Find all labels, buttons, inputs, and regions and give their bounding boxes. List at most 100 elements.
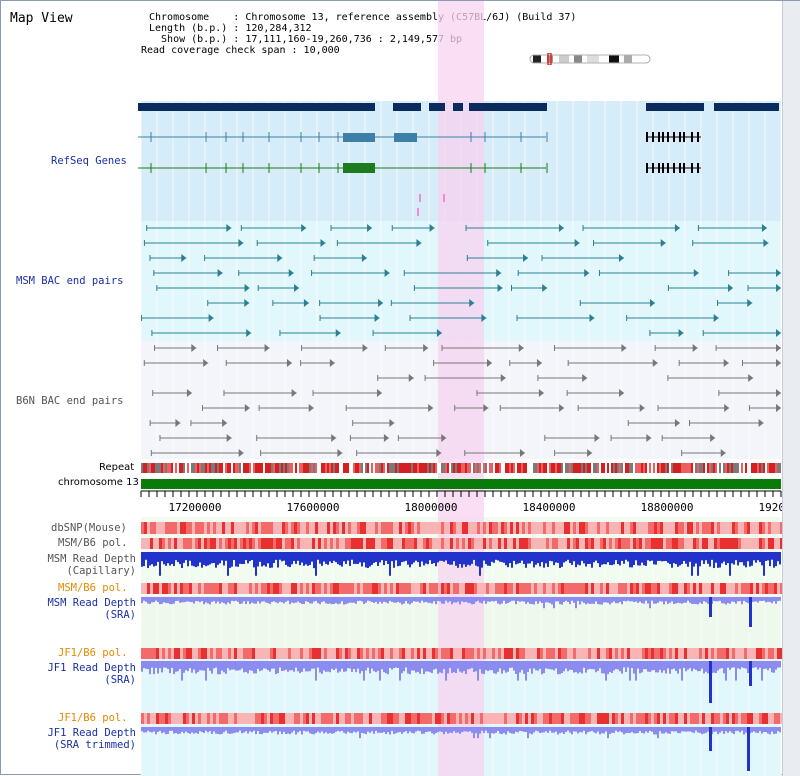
depth-bar (199, 661, 201, 671)
heat-cell (522, 713, 525, 724)
depth-bar (209, 727, 211, 732)
heat-cell (417, 522, 420, 534)
depth-bar (195, 661, 197, 674)
depth-bar (509, 727, 511, 733)
heat-cell (639, 538, 642, 549)
heat-cell (708, 538, 711, 549)
depth-bar (647, 661, 649, 672)
heat-cell (570, 713, 573, 724)
repeat-bar (525, 463, 527, 473)
depth-bar (583, 661, 585, 668)
depth-bar (613, 552, 615, 565)
depth-bar (355, 552, 357, 564)
heat-cell (351, 648, 354, 659)
depth-bar (691, 661, 693, 672)
repeat-bar (229, 463, 231, 473)
heat-cell (540, 538, 543, 549)
depth-bar (517, 597, 519, 601)
repeat-bar (651, 463, 653, 473)
repeat-bar (521, 463, 523, 473)
depth-bar (715, 661, 717, 674)
depth-bar (693, 727, 695, 733)
bac-end (674, 224, 680, 232)
heat-cell (237, 538, 240, 549)
repeat-bar (509, 463, 511, 473)
depth-bar (495, 552, 497, 560)
repeat-bar (573, 463, 575, 473)
heat-cell (162, 538, 165, 549)
vertical-scrollbar[interactable] (782, 1, 800, 776)
repeat-bar (779, 463, 781, 473)
depth-bar (373, 552, 375, 563)
axis: 17200000 17600000 18000000 18400000 18800000… (140, 490, 800, 514)
depth-bar (753, 552, 755, 561)
heat-cell (249, 583, 252, 594)
heat-cell (609, 583, 612, 594)
depth-bar (743, 727, 745, 735)
heat-cell (684, 538, 687, 549)
heat-cell (408, 522, 411, 534)
depth-bar (641, 597, 643, 604)
chromosome-ideogram[interactable] (529, 53, 651, 65)
heat-cell (585, 538, 588, 549)
heat-cell (600, 538, 603, 549)
depth-bar (735, 727, 737, 731)
depth-bar (489, 661, 491, 671)
gene-tick (673, 163, 675, 173)
depth-bar (289, 727, 291, 735)
heat-cell (228, 583, 231, 594)
depth-bar (651, 552, 653, 561)
heat-cell (258, 713, 261, 724)
heat-cell (261, 713, 264, 724)
heat-cell (378, 713, 381, 724)
heat-cell (525, 583, 528, 594)
depth-bar (699, 661, 701, 672)
heat-cell (717, 583, 720, 594)
depth-bar (703, 661, 705, 674)
depth-bar (333, 661, 335, 671)
heat-cell (525, 713, 528, 724)
depth-bar (179, 597, 181, 603)
depth-bar (345, 727, 347, 734)
heat-cell (678, 522, 681, 534)
depth-bar (167, 552, 169, 564)
repeat-bar (141, 463, 143, 473)
gene-tick (683, 163, 685, 173)
heat-cell (603, 713, 606, 724)
depth-bar (581, 597, 583, 602)
depth-bar (491, 552, 493, 562)
depth-bar (479, 552, 481, 576)
gene-tick (697, 132, 699, 142)
depth-bar (777, 552, 779, 562)
depth-bar (763, 727, 765, 733)
depth-bar (141, 597, 143, 604)
heat-cell (495, 713, 498, 724)
depth-bar (327, 727, 329, 734)
depth-bar (775, 727, 777, 734)
heat-cell (441, 583, 444, 594)
bac-end (776, 404, 781, 412)
depth-bar (695, 661, 697, 670)
heat-cell (483, 583, 486, 594)
depth-bar (393, 597, 395, 603)
heat-cell (681, 648, 684, 659)
depth-bar (203, 661, 205, 671)
depth-bar (301, 597, 303, 605)
depth-bar (541, 552, 543, 563)
heat-cell (630, 713, 633, 724)
repeat-bar (223, 463, 225, 473)
heat-cell (747, 522, 750, 534)
depth-bar (561, 597, 563, 605)
depth-bar (321, 552, 323, 566)
heat-cell (657, 522, 660, 534)
heat-cell (327, 583, 330, 594)
heat-cell (660, 522, 663, 534)
depth-bar (685, 552, 687, 564)
depth-bar (317, 552, 319, 560)
depth-bar (191, 727, 193, 733)
depth-bar (743, 661, 745, 669)
depth-bar (519, 727, 521, 731)
depth-bar (247, 552, 249, 564)
depth-bar (469, 597, 471, 604)
